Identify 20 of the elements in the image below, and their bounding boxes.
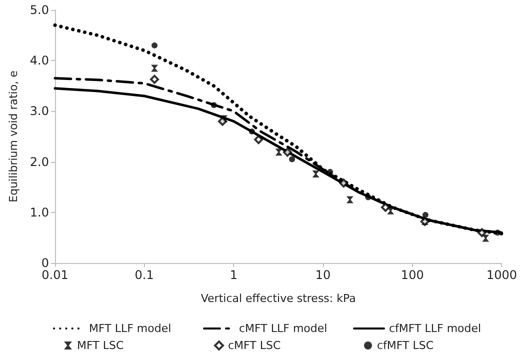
legend-label: MFT LLF model <box>89 322 172 335</box>
y-tick-label: 2.0 <box>30 154 49 169</box>
legend-label: cfMFT LLF model <box>389 322 482 335</box>
x-tick-label: 1000 <box>486 268 518 282</box>
y-tick-label: 4.0 <box>30 54 49 68</box>
legend-label: cfMFT LSC <box>377 339 434 352</box>
x-axis-title: Vertical effective stress: kPa <box>200 292 356 305</box>
x-tick-label: 10 <box>315 268 331 282</box>
x-tick-label: 1 <box>230 268 238 282</box>
legend-label: cMFT LSC <box>228 339 281 352</box>
legend-label: cMFT LLF model <box>239 322 328 335</box>
x-tick-label: 100 <box>400 268 424 282</box>
legend-label: MFT LSC <box>77 339 124 352</box>
y-tick-label: 1.0 <box>30 205 49 220</box>
y-axis-title: Equilibrium void ratio, e <box>7 70 20 202</box>
x-tick-label: 0.01 <box>42 268 68 282</box>
y-tick-label: 0 <box>41 256 49 270</box>
y-tick-label: 3.0 <box>30 104 49 118</box>
x-tick-label: 0.1 <box>134 268 154 282</box>
y-tick-label: 5.0 <box>30 3 49 17</box>
